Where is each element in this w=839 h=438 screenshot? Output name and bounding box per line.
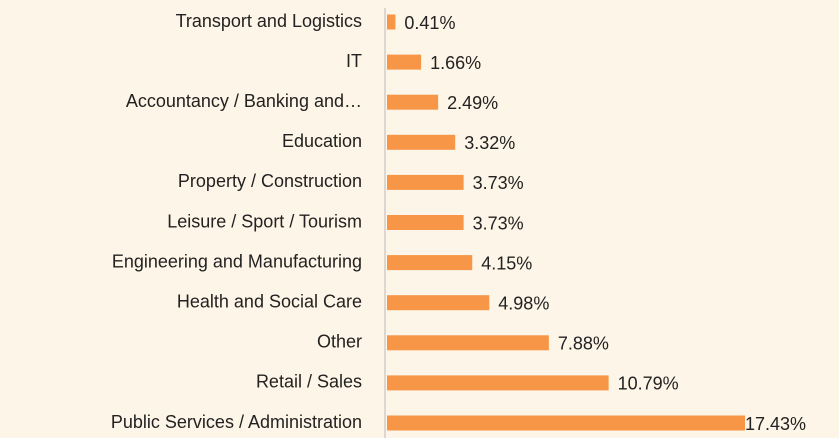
data-label: 4.98%	[498, 293, 549, 313]
y-tick-label: Engineering and Manufacturing	[112, 251, 362, 271]
bar	[387, 335, 549, 351]
data-label: 3.73%	[473, 213, 524, 233]
y-tick-label: Accountancy / Banking and…	[126, 91, 362, 111]
y-tick-label: Other	[317, 332, 362, 352]
data-label: 7.88%	[558, 334, 609, 354]
bar	[387, 134, 456, 150]
bar	[387, 375, 609, 391]
y-tick-label: Transport and Logistics	[176, 11, 362, 31]
bar	[387, 94, 439, 110]
y-tick-label: Health and Social Care	[177, 291, 362, 311]
data-label: 4.15%	[481, 253, 532, 273]
data-label: 0.41%	[404, 13, 455, 33]
y-tick-label: Public Services / Administration	[111, 412, 362, 432]
data-label: 10.79%	[618, 374, 679, 394]
data-label: 1.66%	[430, 53, 481, 73]
bar	[387, 215, 464, 230]
y-tick-label: Property / Construction	[178, 171, 362, 191]
bar	[387, 54, 422, 70]
bar	[387, 295, 490, 311]
data-label: 3.32%	[464, 133, 515, 153]
bar	[387, 14, 396, 30]
y-tick-label: Retail / Sales	[256, 372, 362, 392]
data-label: 17.43%	[745, 414, 806, 434]
data-label: 2.49%	[447, 93, 498, 113]
data-label: 3.73%	[473, 173, 524, 193]
y-tick-label: Education	[282, 131, 362, 151]
y-tick-label: Leisure / Sport / Tourism	[167, 211, 362, 231]
bar	[387, 174, 464, 190]
bar	[387, 415, 745, 431]
bar	[387, 255, 473, 271]
y-tick-label: IT	[346, 51, 362, 71]
